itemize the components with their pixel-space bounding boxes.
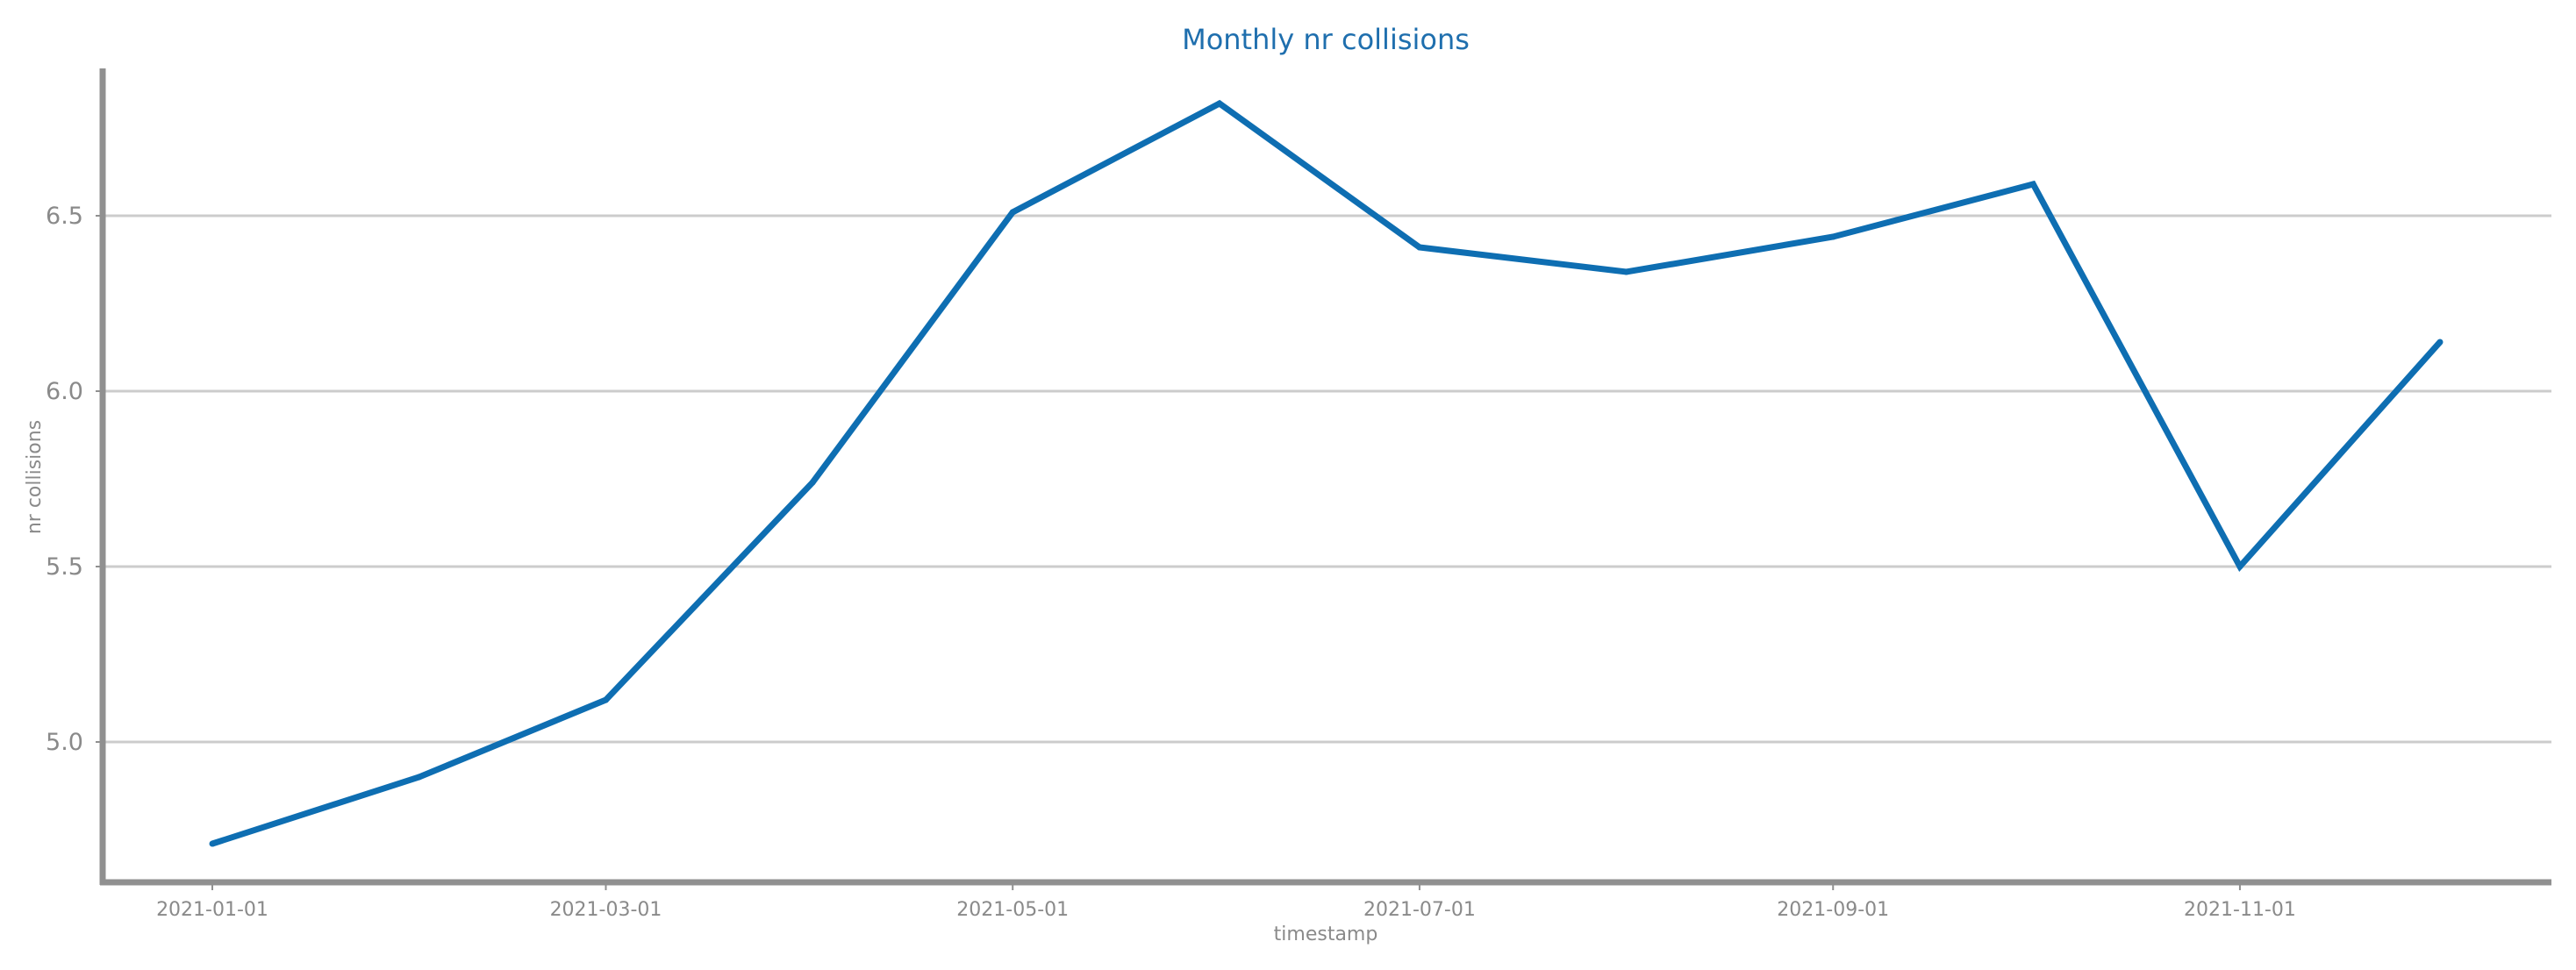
data-point-2021-07-01	[1416, 244, 1423, 251]
x-tick-label-4: 2021-09-01	[1777, 899, 1889, 921]
data-point-2021-12-01	[2436, 339, 2444, 346]
x-tick-label-5: 2021-11-01	[2184, 899, 2296, 921]
x-axis-ticks: 2021-01-01 2021-03-01 2021-05-01 2021-07-01…	[156, 882, 2296, 921]
y-tick-label-2: 6.0	[46, 378, 83, 405]
data-point-2021-06-01	[1216, 100, 1223, 107]
data-point-2021-01-01	[209, 840, 216, 847]
y-tick-label-3: 6.5	[46, 203, 83, 230]
x-axis-label: timestamp	[1274, 924, 1378, 945]
gridlines	[103, 214, 2551, 744]
data-point-2021-05-01	[1009, 209, 1016, 216]
data-point-2021-09-01	[1829, 233, 1836, 240]
series-line-0	[211, 99, 2443, 847]
data-point-2021-03-01	[603, 696, 610, 703]
x-tick-label-3: 2021-07-01	[1363, 899, 1476, 921]
data-point-2021-08-01	[1623, 268, 1630, 275]
x-tick-label-0: 2021-01-01	[156, 899, 268, 921]
axes	[99, 68, 2551, 886]
x-tick-label-2: 2021-05-01	[956, 899, 1069, 921]
data-point-2021-11-01	[2236, 563, 2243, 570]
series-group	[209, 99, 2444, 847]
y-axis-ticks: 5.0 5.5 6.0 6.5	[46, 203, 103, 756]
x-tick-label-1: 2021-03-01	[550, 899, 662, 921]
data-point-2021-04-01	[809, 479, 816, 486]
data-point-2021-02-01	[416, 774, 423, 781]
y-axis-label: nr collisions	[24, 420, 46, 534]
chart-title: Monthly nr collisions	[1182, 23, 1470, 56]
y-tick-label-1: 5.5	[46, 553, 83, 581]
y-tick-label-0: 5.0	[46, 729, 83, 756]
data-point-2021-10-01	[2029, 181, 2036, 188]
